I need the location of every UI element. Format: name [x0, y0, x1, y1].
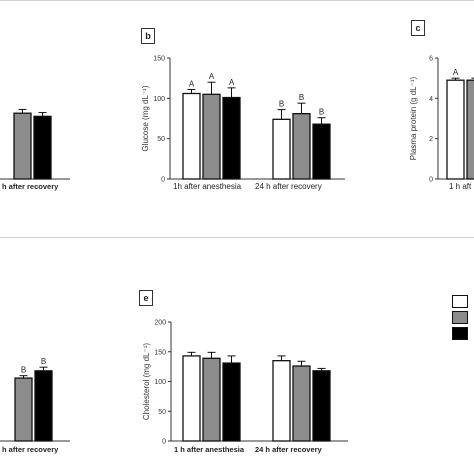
- x-category-label-d: h after recovery: [2, 445, 59, 454]
- bar-e-g0-s0: [182, 355, 201, 442]
- bar-b-g1-s1: [292, 113, 311, 180]
- panel-letter-b: b: [141, 28, 155, 44]
- y-tick-label-e: 0: [162, 439, 166, 446]
- bar-e-g0-s1: [202, 357, 221, 442]
- y-axis-title-b: Glucose (mg dL⁻¹): [141, 85, 150, 151]
- chart-a: h after recovery: [0, 108, 70, 191]
- bar-d-g1-s2: [34, 370, 53, 442]
- chart-c: 0 2 4 6 Plasma protein (g dL⁻¹) A 1 h aft: [409, 56, 474, 191]
- y-tick-label-b: 0: [161, 177, 165, 184]
- y-axis-title-e: Cholesterol (mg dL⁻¹): [142, 343, 151, 420]
- x-category-label-a: h after recovery: [2, 182, 59, 191]
- y-tick-label-c: 0: [429, 177, 433, 184]
- bar-e-g1-s2: [312, 370, 331, 442]
- y-tick-label-c: 2: [429, 136, 433, 143]
- significance-letter-b: B: [279, 100, 284, 109]
- bar-c-g0-s0: [446, 79, 465, 180]
- significance-letter-b: A: [229, 78, 235, 87]
- y-tick-label-e: 200: [154, 320, 166, 327]
- legend-swatch-black: [452, 327, 468, 340]
- significance-letter-b: A: [209, 72, 215, 81]
- panel-divider-top: [0, 0, 474, 1]
- significance-letter-b: B: [319, 108, 324, 117]
- bar-c-g0-s1: [466, 79, 474, 180]
- bar-a-g1-s2: [33, 115, 52, 180]
- y-tick-label-b: 100: [153, 96, 165, 103]
- bar-b-g0-s2: [222, 96, 241, 180]
- y-axis-title-c: Plasma protein (g dL⁻¹): [409, 76, 418, 160]
- x-category-label-e: 24 h after recovery: [255, 445, 323, 454]
- x-category-label-e: 1 h after anesthesia: [174, 445, 245, 454]
- chart-d: B Bh after recovery: [0, 357, 70, 454]
- bar-e-g1-s0: [272, 360, 291, 442]
- legend-swatch-white: [452, 295, 468, 308]
- legend-swatch-gray: [452, 311, 468, 324]
- significance-letter-b: A: [189, 79, 195, 88]
- significance-letter-c: A: [453, 68, 459, 77]
- y-tick-label-c: 6: [429, 56, 433, 63]
- x-category-label-c: 1 h aft: [449, 182, 472, 191]
- bar-b-g1-s2: [312, 123, 331, 180]
- bar-e-g0-s2: [222, 362, 241, 442]
- x-category-label-b: 24 h after recovery: [255, 182, 322, 191]
- significance-letter-b: B: [299, 93, 304, 102]
- panel-divider-middle: [0, 237, 474, 238]
- y-tick-label-e: 50: [158, 409, 166, 416]
- y-tick-label-c: 4: [429, 96, 433, 103]
- bar-b-g0-s1: [202, 93, 221, 180]
- bar-b-g0-s0: [182, 92, 201, 180]
- bar-d-g1-s1: [14, 377, 33, 442]
- bar-e-g1-s1: [292, 365, 311, 442]
- significance-letter-d: B: [41, 357, 46, 366]
- bar-a-g1-s1: [13, 112, 32, 180]
- chart-b: 0 50 100 150 Glucose (mg dL⁻¹) A A A B B B 1h after…: [141, 56, 345, 191]
- panel-letter-c: c: [411, 20, 425, 36]
- significance-letter-d: B: [21, 366, 26, 375]
- y-tick-label-e: 150: [154, 349, 166, 356]
- x-category-label-b: 1h after anesthesia: [173, 182, 242, 191]
- y-tick-label-e: 100: [154, 379, 166, 386]
- panel-letter-e: e: [139, 290, 153, 306]
- bar-b-g1-s0: [272, 118, 291, 180]
- y-tick-label-b: 150: [153, 56, 165, 63]
- chart-e: 0 50 100 150 200 Cholesterol (mg dL⁻¹) 1 h aft…: [142, 320, 348, 454]
- y-tick-label-b: 50: [157, 136, 165, 143]
